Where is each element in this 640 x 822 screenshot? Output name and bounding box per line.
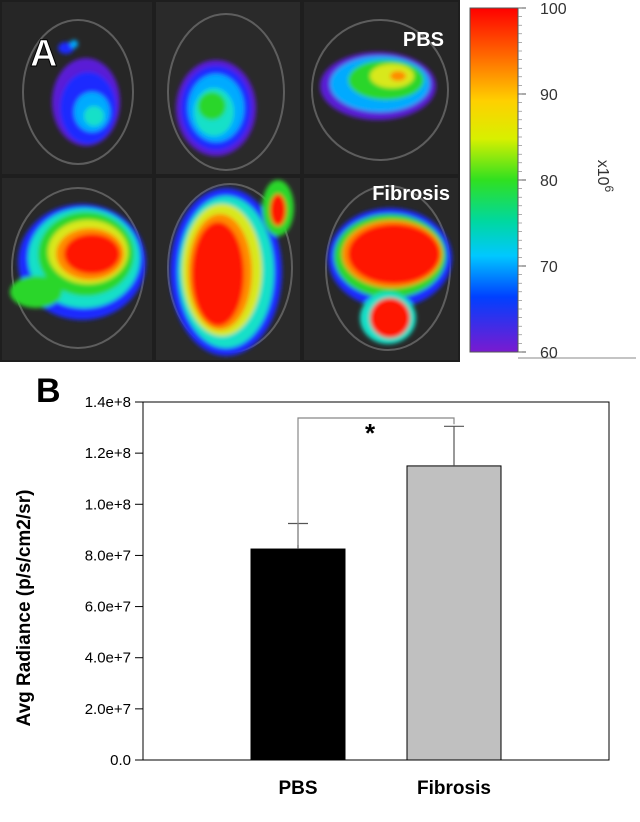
colorbar-tick-label: 80 <box>540 173 558 190</box>
colorbar-tick-label: 90 <box>540 87 558 104</box>
colorbar-gradient <box>469 7 519 353</box>
y-tick-label: 2.0e+7 <box>85 701 131 718</box>
y-tick-label: 6.0e+7 <box>85 599 131 616</box>
panel-b-label: B <box>36 372 61 410</box>
panel-a-label: A <box>30 33 57 75</box>
x-axis-labels: PBS Fibrosis <box>278 778 490 799</box>
colorbar-tick-label: 70 <box>540 259 558 276</box>
y-tick-label: 1.2e+8 <box>85 445 131 462</box>
bar-pbs <box>250 548 346 761</box>
bar-fibrosis <box>406 465 502 761</box>
y-tick-label: 1.0e+8 <box>85 496 131 513</box>
significance-bracket <box>297 417 455 546</box>
colorbar-unit: x106 <box>594 160 616 193</box>
x-category-label: Fibrosis <box>417 778 491 799</box>
significance-mark: * <box>365 418 376 448</box>
bars <box>250 465 502 761</box>
heatmap-pbs-row <box>52 40 436 156</box>
group-label-fibrosis: Fibrosis <box>372 183 450 205</box>
colorbar-ticks: 100 90 80 70 60 <box>518 1 567 362</box>
panel-b-bar-chart: B Avg Radiance (p/s/cm2/sr) 0.0 2.0e+7 4.0… <box>14 372 610 799</box>
panel-a-imaging: A PBS Fibrosis 100 90 80 70 60 x106 <box>0 0 640 362</box>
colorbar-tick-label: 60 <box>540 345 558 362</box>
y-tick-label: 0.0 <box>110 752 131 769</box>
anatomy-outlines <box>11 13 451 353</box>
colorbar-tick-label: 100 <box>540 1 567 18</box>
y-axis-label: Avg Radiance (p/s/cm2/sr) <box>14 490 35 727</box>
y-axis-ticks: 0.0 2.0e+7 4.0e+7 6.0e+7 8.0e+7 1.0e+8 1.2e+8 1… <box>85 394 143 769</box>
heatmap-fibrosis-row <box>10 180 452 356</box>
significance-bracket-line <box>297 417 455 546</box>
y-tick-label: 8.0e+7 <box>85 547 131 564</box>
colorbar: 100 90 80 70 60 x106 <box>460 0 640 362</box>
plot-frame <box>142 401 610 761</box>
x-category-label: PBS <box>278 778 317 799</box>
y-tick-label: 4.0e+7 <box>85 650 131 667</box>
y-tick-label: 1.4e+8 <box>85 394 131 411</box>
group-label-pbs: PBS <box>403 29 444 51</box>
